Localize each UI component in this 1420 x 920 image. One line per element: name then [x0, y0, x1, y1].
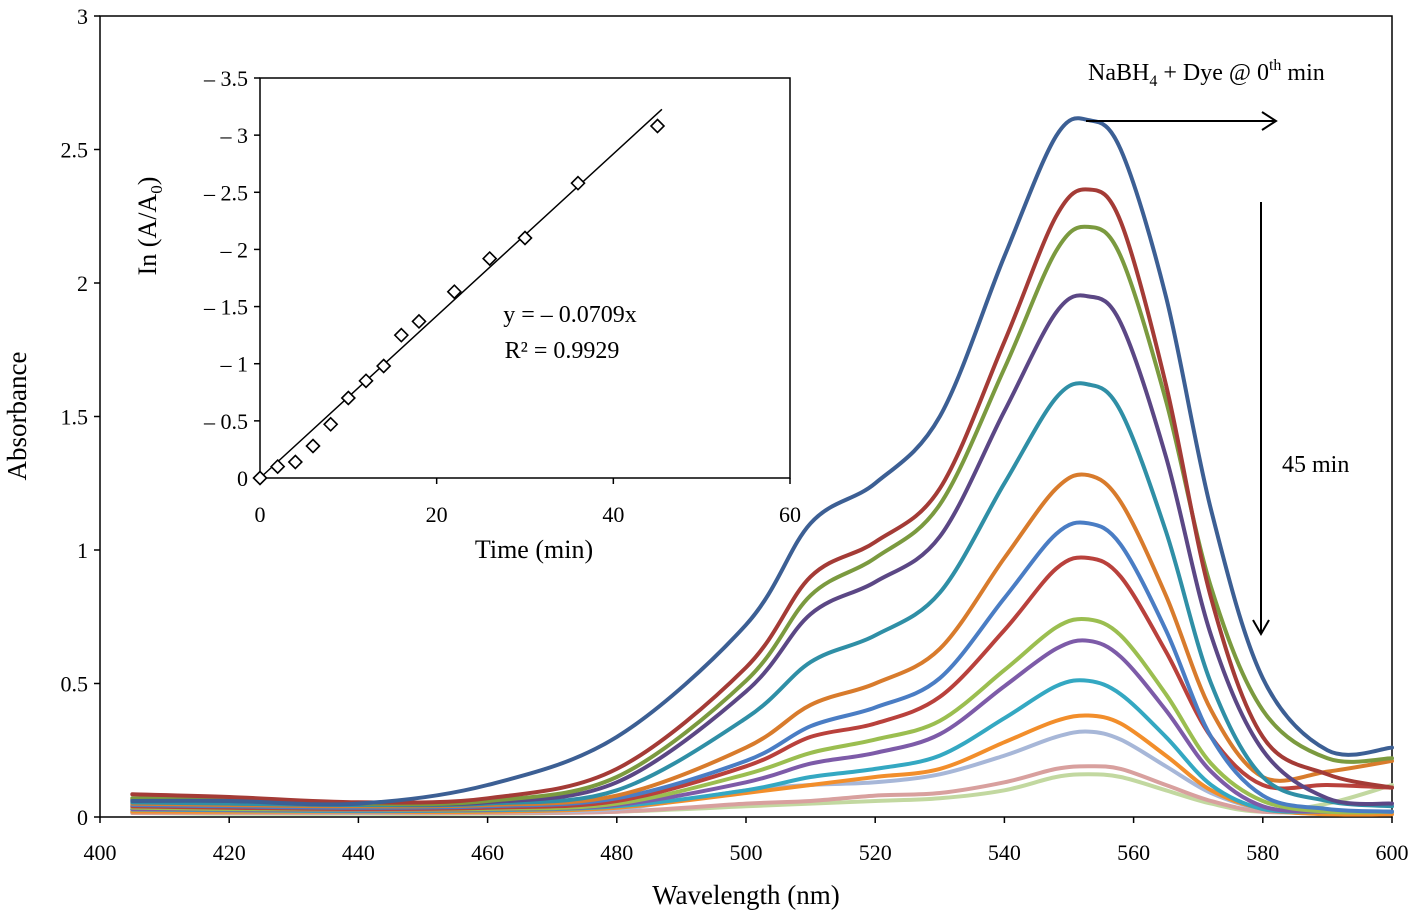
- data-point: [446, 284, 462, 300]
- main-x-tick-label: 540: [988, 840, 1021, 865]
- main-y-tick-label: 0.5: [61, 672, 89, 697]
- inset-x-tick-label: 40: [602, 502, 624, 527]
- main-x-tick-label: 420: [213, 840, 246, 865]
- inset-y-tick-label: – 1: [220, 352, 249, 377]
- inset-x-axis-title: Time (min): [475, 535, 593, 564]
- data-point: [287, 454, 303, 470]
- data-point: [323, 416, 339, 432]
- main-y-tick-label: 2.5: [61, 138, 89, 163]
- data-point: [649, 118, 666, 134]
- data-point: [340, 390, 356, 406]
- inset-y-tick-label: – 3.5: [203, 66, 248, 91]
- linear-fit: [259, 108, 663, 479]
- main-y-axis-title: Absorbance: [2, 352, 32, 481]
- inset-x-ticks: 0 20 40 60: [255, 478, 801, 527]
- main-y-tick-label: 2: [77, 271, 88, 296]
- inset-points: [252, 118, 666, 486]
- data-point: [411, 313, 427, 330]
- main-x-ticks: 400 420 440 460 480 500 520 540 560 580 600: [84, 817, 1409, 865]
- data-point: [358, 373, 374, 389]
- inset-x-tick-label: 20: [426, 502, 448, 527]
- series-line-t2: [130, 187, 1394, 805]
- main-x-axis-title: Wavelength (nm): [652, 880, 840, 910]
- reaction-label: NaBH4 + Dye @ 0th min: [1088, 57, 1325, 90]
- inset-plot-frame: [259, 77, 791, 479]
- data-point: [517, 230, 533, 246]
- data-point: [482, 250, 498, 267]
- inset-x-tick-label: 60: [779, 502, 801, 527]
- main-x-tick-label: 520: [859, 840, 892, 865]
- data-point: [393, 327, 409, 343]
- data-point: [305, 438, 321, 454]
- main-y-tick-label: 3: [77, 4, 88, 29]
- inset-y-tick-label: – 3: [220, 123, 249, 148]
- main-x-tick-label: 600: [1376, 840, 1409, 865]
- main-series-group: [130, 116, 1394, 817]
- main-y-ticks: 0 0.5 1 1.5 2 2.5 3: [61, 4, 100, 830]
- main-x-tick-label: 440: [342, 840, 375, 865]
- main-x-tick-label: 560: [1117, 840, 1150, 865]
- data-point: [376, 358, 392, 374]
- main-x-tick-label: 460: [471, 840, 504, 865]
- inset-y-tick-label: – 0.5: [203, 409, 248, 434]
- data-point: [570, 175, 586, 191]
- main-x-tick-label: 400: [84, 840, 117, 865]
- main-x-tick-label: 580: [1246, 840, 1279, 865]
- main-y-tick-label: 0: [77, 805, 88, 830]
- inset-y-tick-label: 0: [237, 466, 248, 491]
- inset-y-tick-label: – 1.5: [203, 295, 248, 320]
- data-point: [252, 470, 268, 486]
- series-line-0-min: [130, 116, 1394, 807]
- main-x-tick-label: 480: [600, 840, 633, 865]
- time-label: 45 min: [1282, 452, 1349, 478]
- fit-equation: y = – 0.0709x: [503, 302, 637, 328]
- down-arrow: [1252, 202, 1270, 637]
- main-y-tick-label: 1.5: [61, 405, 89, 430]
- fit-r-squared: R² = 0.9929: [505, 338, 620, 364]
- inset-x-tick-label: 0: [255, 502, 266, 527]
- inset-y-tick-label: – 2: [220, 237, 249, 262]
- inset-y-ticks: 0 – 0.5 – 1 – 1.5 – 2 – 2.5 – 3 – 3.5: [203, 66, 260, 491]
- inset-y-axis-title: In (A/A0): [133, 177, 166, 276]
- main-x-tick-label: 500: [730, 840, 763, 865]
- inset-y-tick-label: – 2.5: [203, 180, 248, 205]
- inset-fit-line: [259, 108, 663, 479]
- main-y-tick-label: 1: [77, 538, 88, 563]
- series-line-t3: [130, 224, 1394, 807]
- data-point: [270, 458, 286, 475]
- right-arrow: [1086, 111, 1278, 131]
